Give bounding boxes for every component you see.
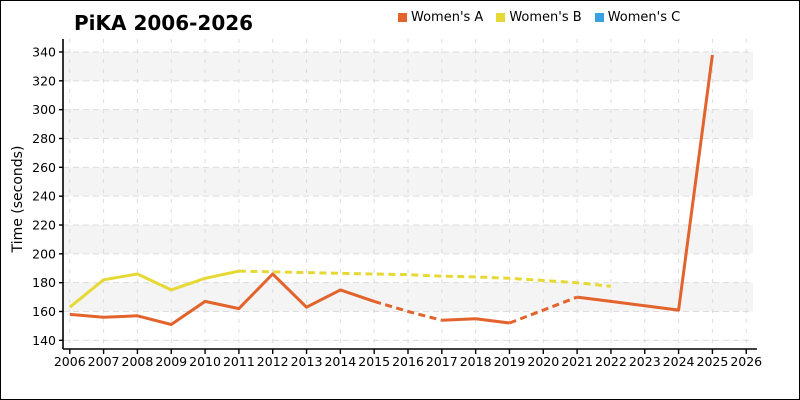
y-tick-label: 340 <box>32 44 56 59</box>
y-tick-label: 300 <box>32 102 56 117</box>
x-tick-label: 2019 <box>494 354 526 369</box>
x-tick-label: 2013 <box>291 354 323 369</box>
x-tick-label: 2010 <box>189 354 221 369</box>
series-line <box>576 54 714 312</box>
y-tick-label: 140 <box>32 333 56 348</box>
x-tick-label: 2011 <box>223 354 255 369</box>
x-tick-label: 2026 <box>730 354 762 369</box>
legend: Women's A Women's B Women's C <box>398 10 680 25</box>
y-tick-label: 280 <box>32 131 56 146</box>
y-tick-label: 320 <box>32 73 56 88</box>
legend-item-womens-c[interactable]: Women's C <box>594 10 681 25</box>
legend-swatch-womens-b-icon <box>496 13 506 22</box>
x-tick-label: 2020 <box>527 354 559 369</box>
x-tick-label: 2023 <box>629 354 661 369</box>
legend-item-womens-a[interactable]: Women's A <box>398 10 483 25</box>
background-band <box>63 109 753 139</box>
x-tick-label: 2022 <box>595 354 627 369</box>
x-tick-label: 2014 <box>324 354 356 369</box>
series-line <box>373 299 443 322</box>
y-tick-label: 220 <box>32 218 56 233</box>
x-tick-label: 2016 <box>392 354 424 369</box>
legend-swatch-womens-c-icon <box>594 13 604 22</box>
background-band <box>63 51 753 81</box>
y-axis-label: Time (seconds) <box>10 145 26 253</box>
x-tick-label: 2025 <box>697 354 729 369</box>
x-tick-label: 2024 <box>663 354 695 369</box>
series-line <box>508 295 578 325</box>
y-tick-label: 260 <box>32 160 56 175</box>
y-tick-label: 240 <box>32 189 56 204</box>
series-line <box>238 269 612 288</box>
legend-label-womens-b: Women's B <box>509 10 582 25</box>
legend-item-womens-b[interactable]: Women's B <box>496 10 582 25</box>
x-tick-label: 2006 <box>54 354 86 369</box>
legend-label-womens-c: Women's C <box>607 10 681 25</box>
chart-title: PiKA 2006-2026 <box>74 11 254 35</box>
x-tick-label: 2009 <box>155 354 187 369</box>
x-tick-label: 2008 <box>122 354 154 369</box>
series-line <box>69 272 375 326</box>
x-tick-label: 2018 <box>460 354 492 369</box>
x-tick-label: 2015 <box>358 354 390 369</box>
legend-label-womens-a: Women's A <box>411 10 484 25</box>
series-line <box>68 269 240 309</box>
y-tick-label: 200 <box>32 246 56 261</box>
x-tick-label: 2012 <box>257 354 289 369</box>
y-tick-label: 160 <box>32 304 56 319</box>
y-tick-label: 180 <box>32 275 56 290</box>
x-tick-label: 2007 <box>88 354 120 369</box>
series-line <box>441 317 510 325</box>
legend-swatch-womens-a-icon <box>398 13 407 22</box>
x-tick-label: 2021 <box>561 354 593 369</box>
x-tick-label: 2017 <box>426 354 458 369</box>
